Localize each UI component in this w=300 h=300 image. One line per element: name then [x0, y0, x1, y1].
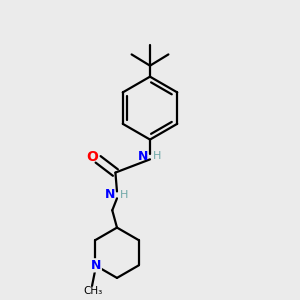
Text: O: O: [86, 150, 98, 164]
Text: N: N: [91, 259, 101, 272]
Text: N: N: [105, 188, 116, 201]
Text: H: H: [120, 190, 128, 200]
Text: H: H: [153, 151, 161, 161]
Text: CH₃: CH₃: [83, 286, 103, 296]
Text: N: N: [138, 150, 148, 163]
